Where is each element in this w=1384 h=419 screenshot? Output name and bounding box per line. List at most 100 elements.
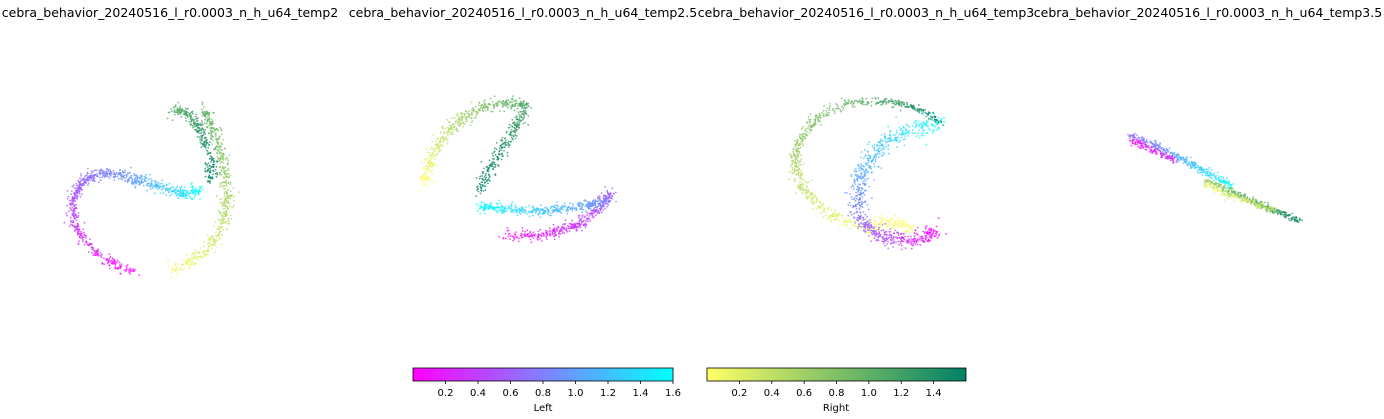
scatter-point	[175, 109, 178, 111]
scatter-point	[177, 189, 179, 192]
scatter-point	[202, 133, 205, 136]
scatter-point	[226, 195, 229, 197]
scatter-point	[182, 268, 184, 271]
scatter-point	[863, 173, 866, 175]
scatter-point	[436, 137, 439, 140]
scatter-point	[1168, 147, 1171, 150]
scatter-point	[868, 227, 871, 230]
scatter-point	[521, 230, 524, 232]
scatter-point	[933, 116, 936, 119]
scatter-point	[500, 209, 502, 212]
scatter-point	[850, 173, 853, 176]
scatter-point	[216, 228, 219, 230]
scatter-point	[910, 229, 913, 232]
scatter-point	[143, 180, 146, 183]
scatter-point	[540, 204, 542, 207]
scatter-point	[426, 165, 429, 168]
scatter-point	[183, 189, 186, 192]
scatter-point	[487, 167, 490, 170]
scatter-point	[130, 177, 133, 179]
scatter-point	[211, 122, 214, 125]
scatter-point	[897, 222, 900, 225]
scatter-point	[545, 238, 548, 241]
scatter-point	[1188, 161, 1191, 163]
scatter-point	[820, 212, 822, 214]
scatter-point	[901, 129, 904, 132]
scatter-point	[889, 228, 892, 230]
scatter-point	[425, 170, 427, 173]
scatter-point	[894, 137, 897, 140]
scatter-point	[212, 127, 215, 130]
scatter-point	[899, 240, 902, 243]
scatter-point	[891, 139, 893, 142]
scatter-point	[606, 202, 609, 205]
scatter-point	[910, 240, 912, 242]
scatter-point	[142, 184, 145, 187]
scatter-point	[214, 221, 217, 224]
scatter-point	[63, 221, 66, 224]
scatter-point	[150, 178, 153, 180]
scatter-point	[208, 124, 211, 127]
scatter-point	[204, 128, 207, 131]
scatter-point	[492, 103, 495, 106]
scatter-point	[80, 234, 83, 237]
scatter-point	[927, 111, 930, 113]
scatter-point	[193, 194, 196, 197]
scatter-point	[853, 178, 856, 181]
scatter-point	[885, 103, 888, 105]
scatter-point	[1192, 164, 1194, 167]
left-series-arc-upper	[118, 166, 204, 201]
scatter-point	[859, 205, 862, 207]
scatter-point	[216, 235, 219, 238]
scatter-point	[533, 207, 536, 210]
scatter-point	[909, 105, 912, 108]
scatter-point	[867, 208, 870, 211]
scatter-point	[804, 180, 807, 183]
scatter-point	[198, 252, 201, 255]
scatter-point	[219, 185, 222, 188]
scatter-point	[887, 148, 890, 151]
scatter-point	[823, 113, 825, 115]
scatter-point	[438, 150, 440, 153]
scatter-point	[538, 212, 541, 215]
scatter-point	[1177, 155, 1180, 158]
scatter-point	[186, 113, 188, 116]
scatter-point	[895, 236, 897, 238]
panel-title-4: cebra_behavior_20240516_l_r0.0003_n_h_u6…	[1034, 5, 1382, 20]
scatter-point	[229, 183, 232, 186]
scatter-point	[929, 118, 932, 120]
scatter-point	[871, 236, 873, 238]
scatter-point	[848, 100, 850, 103]
scatter-point	[481, 175, 484, 177]
scatter-point	[795, 192, 797, 195]
scatter-point	[145, 184, 148, 187]
scatter-point	[860, 221, 862, 224]
scatter-point	[851, 101, 854, 103]
scatter-point	[857, 188, 860, 191]
scatter-point	[577, 203, 580, 206]
scatter-point	[930, 115, 933, 118]
scatter-point	[823, 105, 826, 107]
scatter-point	[193, 118, 196, 121]
scatter-point	[101, 176, 103, 179]
scatter-point	[869, 219, 871, 222]
scatter-point	[905, 132, 907, 135]
scatter-point	[209, 131, 212, 134]
scatter-point	[894, 133, 897, 136]
scatter-point	[931, 131, 934, 134]
scatter-point	[439, 131, 442, 134]
scatter-point	[870, 104, 873, 107]
scatter-point	[863, 149, 866, 151]
scatter-point	[170, 190, 173, 193]
scatter-point	[150, 182, 153, 185]
scatter-point	[809, 118, 812, 121]
scatter-point	[865, 163, 867, 166]
scatter-point	[871, 197, 873, 200]
scatter-point	[900, 238, 902, 241]
right-series-arc	[166, 101, 240, 279]
scatter-point	[870, 160, 873, 163]
scatter-point	[937, 121, 940, 123]
scatter-point	[220, 225, 223, 228]
scatter-point	[446, 142, 449, 145]
scatter-point	[197, 117, 199, 120]
